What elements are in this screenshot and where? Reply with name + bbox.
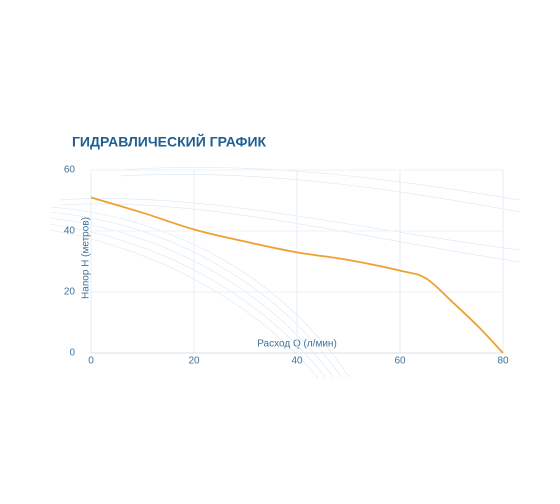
x-tick-label: 80 <box>497 356 509 367</box>
y-tick-label: 40 <box>64 226 76 237</box>
x-tick-label: 20 <box>188 356 200 367</box>
background-swoosh <box>49 167 521 379</box>
y-axis-label: Напор Н (метров) <box>81 217 92 299</box>
y-tick-label: 20 <box>64 287 76 298</box>
x-tick-label: 60 <box>394 356 406 367</box>
y-tick-label: 60 <box>64 165 76 176</box>
y-tick-label: 0 <box>69 348 75 359</box>
chart-title: ГИДРАВЛИЧЕСКИЙ ГРАФИК <box>72 133 267 150</box>
line-series <box>90 196 504 354</box>
x-tick-label: 40 <box>291 356 303 367</box>
x-tick-label: 0 <box>88 356 94 367</box>
